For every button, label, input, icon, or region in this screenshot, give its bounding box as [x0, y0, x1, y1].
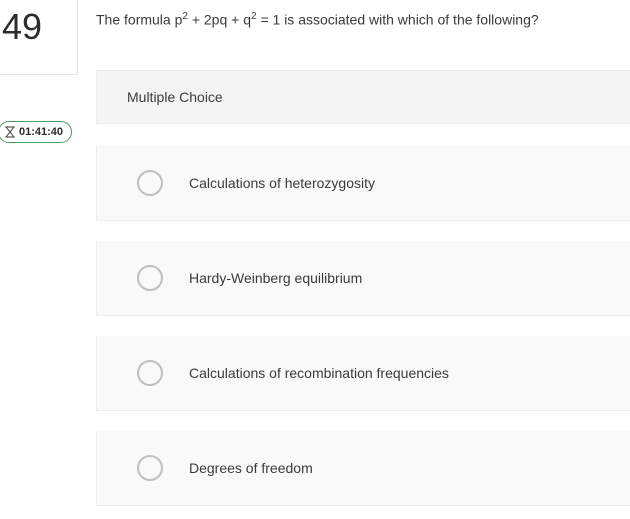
option-row[interactable]: Degrees of freedom [96, 431, 630, 506]
option-row[interactable]: Calculations of recombination frequencie… [96, 336, 630, 411]
radio-button[interactable] [137, 455, 163, 481]
option-row[interactable]: Hardy-Weinberg equilibrium [96, 241, 630, 316]
multiple-choice-header: Multiple Choice [96, 70, 630, 124]
options-list: Calculations of heterozygosity Hardy-Wei… [96, 146, 630, 506]
option-label: Hardy-Weinberg equilibrium [189, 270, 362, 286]
option-label: Degrees of freedom [189, 460, 313, 476]
left-column: 49 01:41:40 [0, 0, 78, 506]
question-number: 49 [0, 6, 77, 48]
quiz-layout: 49 01:41:40 The formula p2 + 2pq + q2 = … [0, 0, 630, 506]
option-label: Calculations of recombination frequencie… [189, 365, 449, 381]
timer-value: 01:41:40 [19, 126, 63, 138]
right-column: The formula p2 + 2pq + q2 = 1 is associa… [78, 0, 630, 506]
radio-button[interactable] [137, 170, 163, 196]
timer-pill: 01:41:40 [0, 121, 72, 143]
hourglass-icon [5, 126, 15, 138]
option-row[interactable]: Calculations of heterozygosity [96, 146, 630, 221]
radio-button[interactable] [137, 360, 163, 386]
question-number-box: 49 [0, 0, 78, 75]
question-text: The formula p2 + 2pq + q2 = 1 is associa… [96, 0, 630, 70]
option-label: Calculations of heterozygosity [189, 175, 375, 191]
radio-button[interactable] [137, 265, 163, 291]
